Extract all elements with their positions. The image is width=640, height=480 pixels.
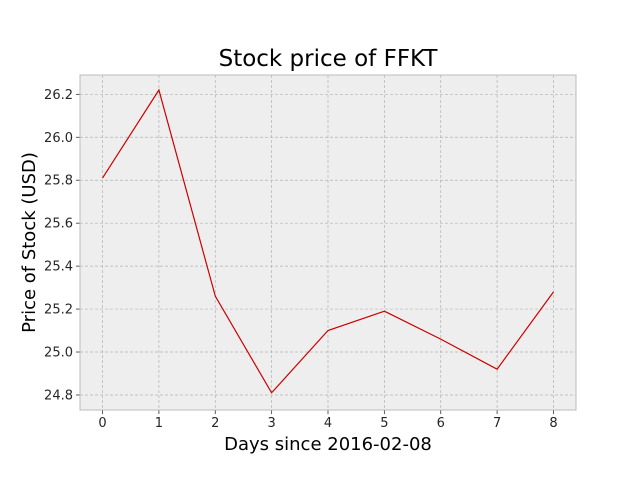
- y-tick-label: 24.8: [44, 388, 73, 403]
- series-line: [101, 88, 554, 394]
- y-tick-label: 25.2: [44, 303, 73, 318]
- y-tick-label: 25.6: [44, 217, 73, 232]
- y-tick-label: 26.0: [44, 131, 73, 146]
- x-tick-label: 3: [267, 416, 275, 431]
- y-axis-label: Price of Stock (USD): [19, 152, 40, 333]
- x-tick-label: 0: [98, 416, 106, 431]
- chart-title: Stock price of FFKT: [219, 46, 439, 72]
- y-tick-label: 26.2: [44, 88, 73, 103]
- ticks: 0 1 2 3 4 5 6 7 8 24.8 25.0 25.2 25.4 25.6 25.8 26.0 26.…: [44, 88, 558, 431]
- plot-frame: [79, 74, 577, 411]
- grid-lines: [80, 75, 576, 410]
- x-tick-label: 8: [549, 416, 557, 431]
- y-tick-label: 25.0: [44, 346, 73, 361]
- y-tick-label: 25.4: [44, 260, 73, 275]
- x-tick-label: 7: [493, 416, 501, 431]
- x-tick-label: 5: [380, 416, 388, 431]
- x-tick-label: 4: [324, 416, 332, 431]
- x-tick-label: 2: [211, 416, 219, 431]
- x-axis-label: Days since 2016-02-08: [224, 434, 432, 455]
- y-tick-label: 25.8: [44, 174, 73, 189]
- x-tick-label: 6: [437, 416, 445, 431]
- x-tick-label: 1: [155, 416, 163, 431]
